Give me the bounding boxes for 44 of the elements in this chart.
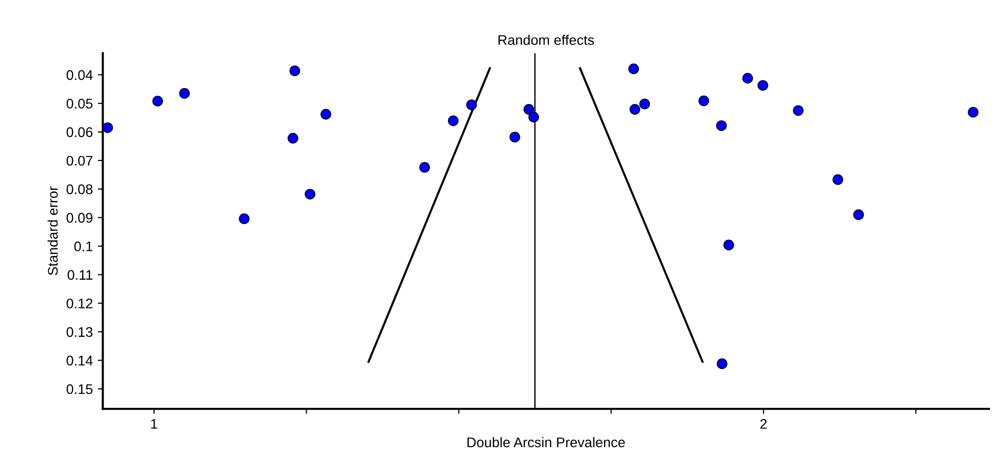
point bbox=[630, 104, 640, 115]
point bbox=[528, 112, 540, 122]
y-tick-label: 0.12 bbox=[66, 298, 92, 308]
point bbox=[419, 162, 430, 173]
point bbox=[742, 72, 753, 84]
y-tick-label: 0.15 bbox=[66, 384, 92, 394]
point bbox=[304, 188, 316, 200]
point bbox=[758, 80, 768, 91]
y-tick-label: 0.06 bbox=[66, 127, 92, 138]
y-tick-label: 0.1 bbox=[74, 241, 92, 252]
point bbox=[832, 174, 844, 185]
point bbox=[716, 120, 727, 131]
point bbox=[509, 132, 520, 142]
point bbox=[466, 99, 477, 110]
point bbox=[524, 104, 534, 115]
point bbox=[716, 358, 728, 370]
y-tick-label: 0.11 bbox=[68, 270, 92, 280]
chart-title: Random effects bbox=[498, 34, 594, 45]
x-axis-title: Double Arcsin Prevalence bbox=[468, 437, 625, 448]
point bbox=[238, 213, 250, 224]
point bbox=[639, 98, 650, 110]
y-tick-label: 0.05 bbox=[66, 98, 92, 109]
point bbox=[102, 122, 113, 133]
y-tick-label: 0.08 bbox=[66, 184, 92, 194]
point bbox=[698, 95, 710, 106]
point bbox=[152, 96, 163, 106]
point bbox=[289, 66, 300, 76]
y-axis-title: Standard error bbox=[48, 186, 58, 276]
point bbox=[853, 209, 864, 220]
point bbox=[968, 106, 978, 118]
x-tick-label: 1 bbox=[151, 419, 158, 429]
y-tick-label: 0.07 bbox=[66, 156, 92, 166]
point bbox=[288, 132, 298, 144]
y-tick-label: 0.13 bbox=[66, 327, 92, 337]
y-tick-label: 0.09 bbox=[66, 212, 92, 223]
point bbox=[792, 105, 804, 116]
point bbox=[448, 115, 459, 126]
point bbox=[628, 64, 640, 74]
point bbox=[179, 88, 190, 99]
y-tick-label: 0.04 bbox=[66, 70, 93, 80]
x-tick-label: 2 bbox=[760, 418, 767, 429]
point bbox=[320, 108, 332, 120]
y-tick-label: 0.14 bbox=[66, 356, 93, 366]
point bbox=[723, 240, 734, 250]
